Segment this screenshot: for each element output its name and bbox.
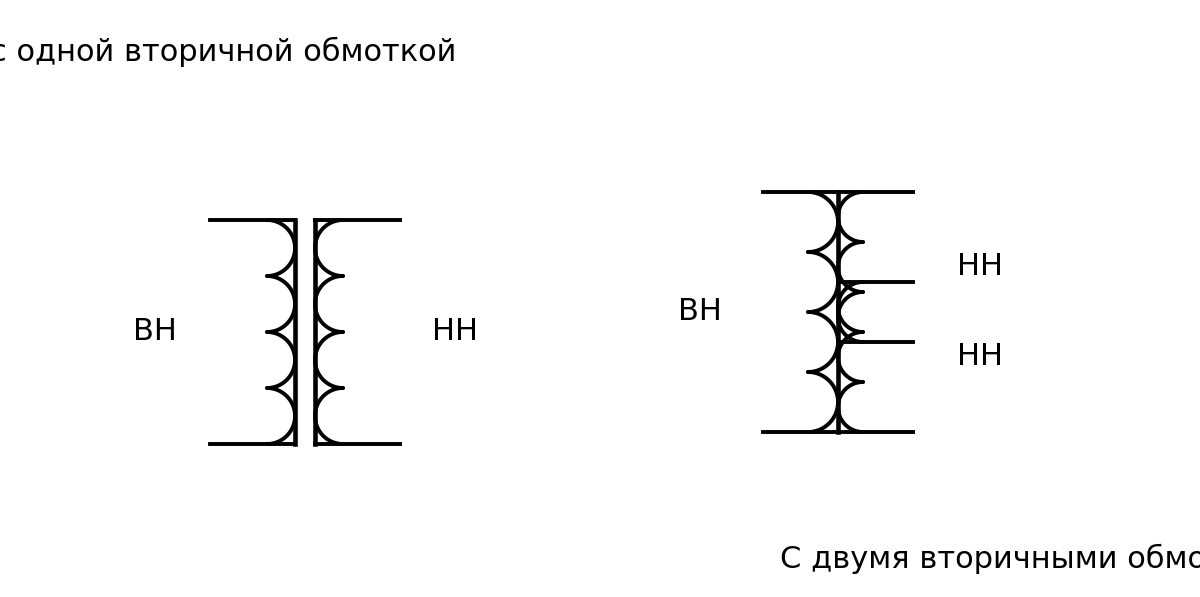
Text: ВН: ВН (678, 297, 722, 327)
Text: НН: НН (432, 318, 478, 346)
Text: с одной вторичной обмоткой: с одной вторичной обмоткой (0, 37, 456, 67)
Text: ВН: ВН (133, 318, 176, 346)
Text: С двумя вторичными обмотками: С двумя вторичными обмотками (780, 544, 1200, 574)
Text: НН: НН (958, 253, 1003, 282)
Text: НН: НН (958, 343, 1003, 371)
